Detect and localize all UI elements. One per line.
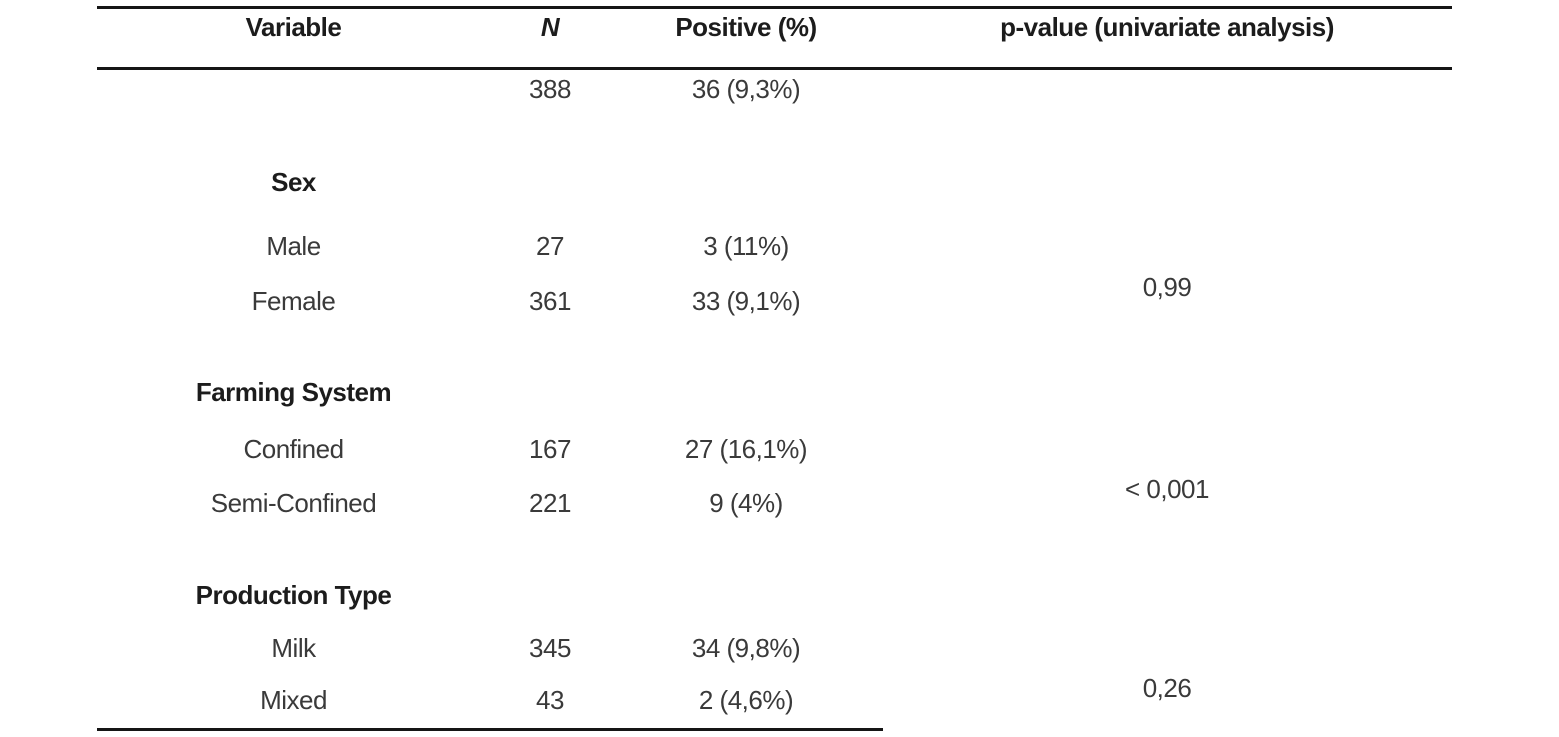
row-semi-confined-positive: 9 (4%) [709, 488, 783, 518]
row-milk-positive: 34 (9,8%) [691, 633, 801, 663]
pvalue-production-type: 0,26 [1142, 673, 1192, 703]
pvalue-farming-system: < 0,001 [1125, 474, 1209, 504]
row-male-positive: 3 (11%) [703, 231, 789, 261]
row-mixed-label: Mixed [260, 685, 327, 715]
section-title-farming-system: Farming System [195, 377, 392, 407]
table-top-rule [97, 6, 1452, 9]
row-semi-confined-n: 221 [529, 488, 571, 518]
row-semi-confined-label: Semi-Confined [210, 488, 377, 518]
pvalue-sex: 0,99 [1142, 272, 1192, 302]
row-female-n: 361 [529, 286, 571, 316]
overall-row-positive: 36 (9,3%) [691, 74, 801, 104]
row-female-label: Female [251, 286, 336, 316]
row-milk-n: 345 [529, 633, 571, 663]
section-title-production-type: Production Type [195, 580, 392, 610]
row-female-positive: 33 (9,1%) [691, 286, 801, 316]
column-header-pvalue: p-value (univariate analysis) [1000, 12, 1334, 42]
column-header-positive: Positive (%) [675, 12, 817, 42]
table-bottom-rule [97, 728, 883, 731]
table-header-rule [97, 67, 1452, 70]
overall-row-n: 388 [529, 74, 571, 104]
section-title-sex: Sex [271, 167, 316, 197]
row-male-n: 27 [536, 231, 564, 261]
row-mixed-n: 43 [536, 685, 564, 715]
row-confined-n: 167 [529, 434, 571, 464]
row-confined-label: Confined [243, 434, 344, 464]
row-mixed-positive: 2 (4,6%) [698, 685, 794, 715]
row-milk-label: Milk [271, 633, 316, 663]
row-confined-positive: 27 (16,1%) [684, 434, 808, 464]
column-header-variable: Variable [245, 12, 342, 42]
column-header-n: N [540, 12, 560, 42]
row-male-label: Male [266, 231, 321, 261]
